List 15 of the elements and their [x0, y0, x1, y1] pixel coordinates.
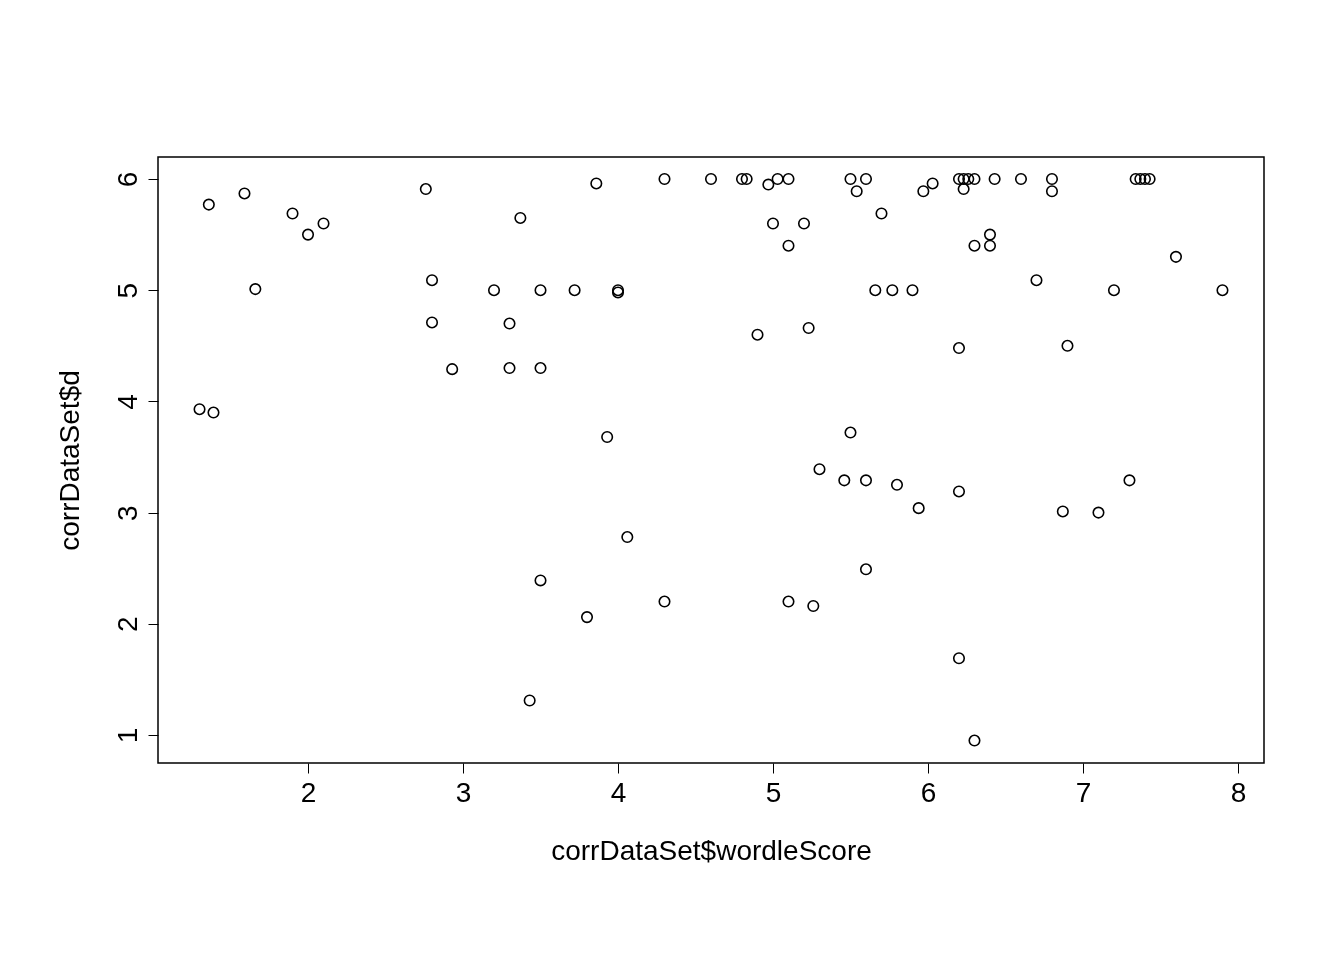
x-tick-label: 6	[920, 776, 937, 808]
x-axis-title: corrDataSet$wordleScore	[551, 834, 872, 866]
y-tick-label: 4	[111, 394, 143, 410]
x-tick-label: 4	[610, 776, 627, 808]
y-tick-label: 1	[111, 727, 143, 744]
x-tick-label: 8	[1230, 776, 1247, 808]
x-tick-label: 2	[300, 776, 317, 808]
x-tick-label: 5	[765, 776, 782, 808]
y-tick-label: 2	[111, 616, 143, 633]
x-tick-label: 3	[455, 776, 472, 808]
y-axis-title: corrDataSet$d	[53, 370, 85, 551]
y-tick-label: 6	[111, 171, 143, 188]
x-tick-label: 7	[1075, 776, 1092, 808]
y-tick-label: 3	[111, 505, 143, 521]
y-tick-label: 5	[111, 282, 143, 299]
